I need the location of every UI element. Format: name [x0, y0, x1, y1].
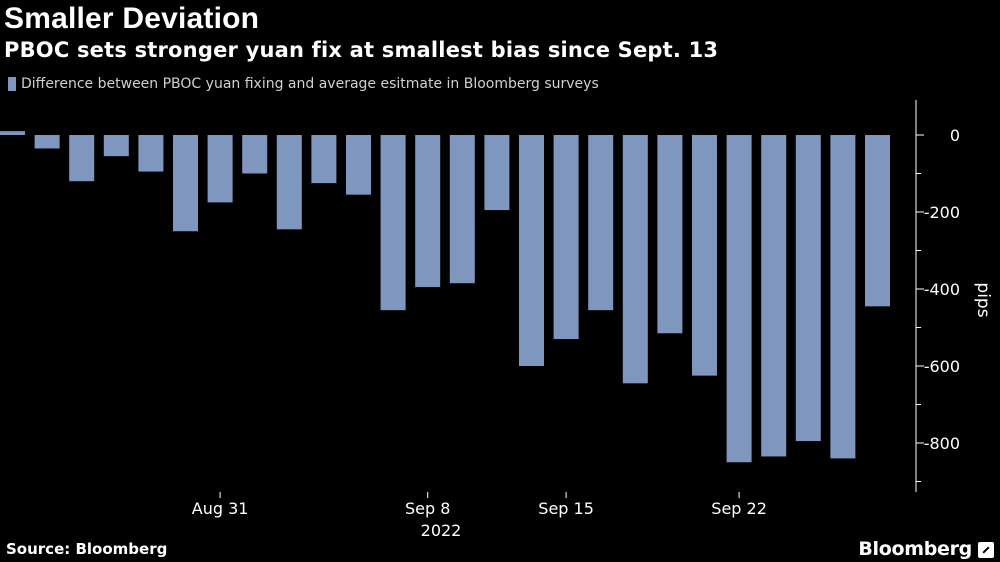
x-tick-label: Sep 22 — [711, 499, 767, 518]
y-tick-label: -600 — [924, 357, 960, 376]
x-tick-label: Sep 15 — [538, 499, 594, 518]
bar — [242, 135, 268, 174]
y-tick-label: -800 — [924, 434, 960, 453]
bar — [553, 135, 579, 340]
chart-subtitle: PBOC sets stronger yuan fix at smallest … — [4, 38, 719, 62]
bar — [276, 135, 302, 230]
chart-title: Smaller Deviation — [4, 2, 260, 35]
x-tick-label: Aug 31 — [192, 499, 249, 518]
x-tick-label: Sep 8 — [405, 499, 450, 518]
bar — [484, 135, 510, 211]
bar — [34, 135, 60, 149]
bar — [415, 135, 441, 288]
legend-swatch — [8, 77, 16, 91]
bar — [519, 135, 544, 366]
source-note: Source: Bloomberg — [6, 540, 168, 558]
bar — [173, 135, 198, 232]
bar — [795, 135, 821, 442]
bar — [657, 135, 683, 334]
legend: Difference between PBOC yuan fixing and … — [8, 76, 599, 92]
bloomberg-logo-icon — [978, 542, 994, 558]
y-tick-label: -200 — [924, 203, 960, 222]
bar — [588, 135, 614, 311]
bar — [138, 135, 164, 172]
legend-label: Difference between PBOC yuan fixing and … — [21, 76, 599, 92]
bar — [622, 135, 648, 384]
bar — [865, 135, 890, 307]
bar — [0, 131, 25, 135]
bar — [346, 135, 371, 195]
bar — [311, 135, 337, 184]
brand-logo: Bloomberg — [858, 538, 972, 560]
bar — [761, 135, 787, 457]
x-year-label: 2022 — [421, 521, 462, 540]
y-tick-label: 0 — [950, 126, 960, 145]
bar — [726, 135, 752, 463]
bar — [207, 135, 233, 203]
y-tick-label: -400 — [924, 280, 960, 299]
bar — [830, 135, 856, 459]
bar — [69, 135, 95, 182]
bar — [380, 135, 406, 311]
y-axis-title: pips — [973, 282, 993, 317]
bar — [692, 135, 717, 376]
bar — [103, 135, 129, 157]
bar — [449, 135, 475, 284]
